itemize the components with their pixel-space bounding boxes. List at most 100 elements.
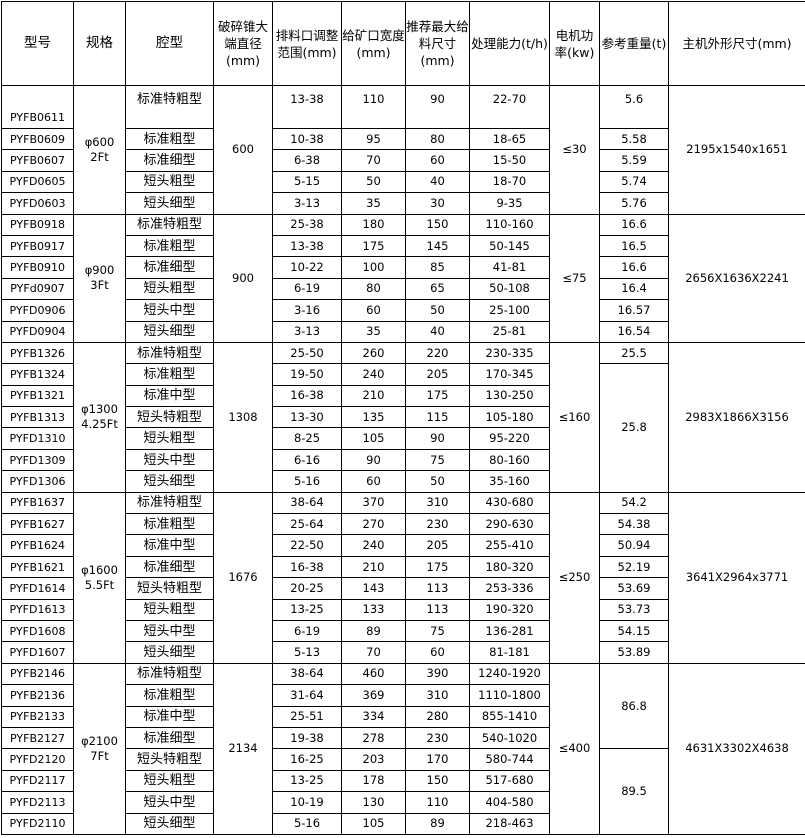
weight-cell: 25.5 (600, 342, 669, 363)
header-cavity: 腔型 (126, 2, 214, 86)
spec-line: 7Ft (74, 749, 125, 764)
spec-line: 2Ft (74, 150, 125, 165)
capacity-cell: 41-81 (470, 257, 550, 278)
weight-cell: 86.8 (600, 663, 669, 749)
capacity-cell: 404-580 (470, 792, 550, 813)
max-feed-size-cell: 60 (406, 150, 470, 171)
discharge-range-cell: 6-19 (273, 278, 342, 299)
max-feed-size-cell: 75 (406, 620, 470, 641)
feed-opening-cell: 369 (342, 685, 406, 706)
discharge-range-cell: 13-38 (273, 235, 342, 256)
discharge-range-cell: 3-16 (273, 300, 342, 321)
feed-opening-cell: 90 (342, 449, 406, 470)
capacity-cell: 81-181 (470, 642, 550, 663)
dimensions-cell: 2195x1540x1651 (669, 86, 805, 215)
capacity-cell: 25-100 (470, 300, 550, 321)
model-cell: PYFB1621 (2, 556, 74, 577)
discharge-range-cell: 31-64 (273, 685, 342, 706)
capacity-cell: 50-108 (470, 278, 550, 299)
capacity-cell: 110-160 (470, 214, 550, 235)
header-motor-power: 电机功率(kw) (550, 2, 600, 86)
feed-opening-cell: 203 (342, 749, 406, 770)
model-cell: PYFB1326 (2, 342, 74, 363)
max-feed-size-cell: 80 (406, 129, 470, 150)
feed-opening-cell: 110 (342, 86, 406, 129)
weight-cell: 16.6 (600, 214, 669, 235)
weight-cell: 16.5 (600, 235, 669, 256)
max-feed-size-cell: 220 (406, 342, 470, 363)
discharge-range-cell: 22-50 (273, 535, 342, 556)
header-max-feed-size: 推荐最大给料尺寸(mm) (406, 2, 470, 86)
feed-opening-cell: 95 (342, 129, 406, 150)
feed-opening-cell: 35 (342, 193, 406, 214)
feed-opening-cell: 240 (342, 364, 406, 385)
discharge-range-cell: 20-25 (273, 578, 342, 599)
cavity-cell: 短头粗型 (126, 599, 214, 620)
capacity-cell: 50-145 (470, 235, 550, 256)
capacity-cell: 218-463 (470, 813, 550, 834)
dimensions-cell: 3641X2964x3771 (669, 492, 805, 663)
cavity-cell: 标准特粗型 (126, 214, 214, 235)
weight-cell: 16.6 (600, 257, 669, 278)
cavity-cell: 标准特粗型 (126, 492, 214, 513)
feed-opening-cell: 80 (342, 278, 406, 299)
max-feed-size-cell: 175 (406, 385, 470, 406)
model-cell: PYFd0907 (2, 278, 74, 299)
feed-opening-cell: 133 (342, 599, 406, 620)
max-feed-size-cell: 113 (406, 599, 470, 620)
capacity-cell: 580-744 (470, 749, 550, 770)
capacity-cell: 253-336 (470, 578, 550, 599)
header-row: 型号 规格 腔型 破碎锥大端直径(mm) 排料口调整范围(mm) 给矿口宽度(m… (2, 2, 805, 86)
model-cell: PYFD2113 (2, 792, 74, 813)
cavity-cell: 标准细型 (126, 257, 214, 278)
cone-diameter-cell: 900 (214, 214, 273, 342)
discharge-range-cell: 16-38 (273, 385, 342, 406)
feed-opening-cell: 334 (342, 706, 406, 727)
discharge-range-cell: 10-38 (273, 129, 342, 150)
spec-line: φ2100 (74, 734, 125, 749)
cavity-cell: 标准细型 (126, 727, 214, 748)
discharge-range-cell: 25-51 (273, 706, 342, 727)
discharge-range-cell: 6-38 (273, 150, 342, 171)
weight-cell: 5.6 (600, 86, 669, 129)
weight-cell: 53.89 (600, 642, 669, 663)
cavity-cell: 短头特粗型 (126, 578, 214, 599)
feed-opening-cell: 370 (342, 492, 406, 513)
capacity-cell: 170-345 (470, 364, 550, 385)
discharge-range-cell: 6-16 (273, 449, 342, 470)
discharge-range-cell: 5-13 (273, 642, 342, 663)
max-feed-size-cell: 390 (406, 663, 470, 684)
capacity-cell: 18-70 (470, 171, 550, 192)
weight-cell: 54.38 (600, 514, 669, 535)
model-cell: PYFB0611 (2, 86, 74, 129)
cone-diameter-cell: 1308 (214, 342, 273, 492)
model-cell: PYFB1321 (2, 385, 74, 406)
max-feed-size-cell: 90 (406, 86, 470, 129)
header-spec: 规格 (74, 2, 126, 86)
capacity-cell: 540-1020 (470, 727, 550, 748)
cavity-cell: 标准粗型 (126, 235, 214, 256)
model-cell: PYFD2110 (2, 813, 74, 834)
spec-line: φ600 (74, 135, 125, 150)
max-feed-size-cell: 89 (406, 813, 470, 834)
cavity-cell: 短头中型 (126, 620, 214, 641)
max-feed-size-cell: 205 (406, 364, 470, 385)
discharge-range-cell: 13-25 (273, 770, 342, 791)
discharge-range-cell: 25-50 (273, 342, 342, 363)
motor-power-cell: ≤30 (550, 86, 600, 215)
model-cell: PYFD1310 (2, 428, 74, 449)
cavity-cell: 标准中型 (126, 535, 214, 556)
cavity-cell: 短头中型 (126, 792, 214, 813)
model-cell: PYFB2146 (2, 663, 74, 684)
model-cell: PYFB1324 (2, 364, 74, 385)
feed-opening-cell: 143 (342, 578, 406, 599)
cavity-cell: 标准特粗型 (126, 663, 214, 684)
weight-cell: 5.58 (600, 129, 669, 150)
feed-opening-cell: 135 (342, 407, 406, 428)
spec-line: 3Ft (74, 278, 125, 293)
model-cell: PYFD2120 (2, 749, 74, 770)
cavity-cell: 标准粗型 (126, 685, 214, 706)
